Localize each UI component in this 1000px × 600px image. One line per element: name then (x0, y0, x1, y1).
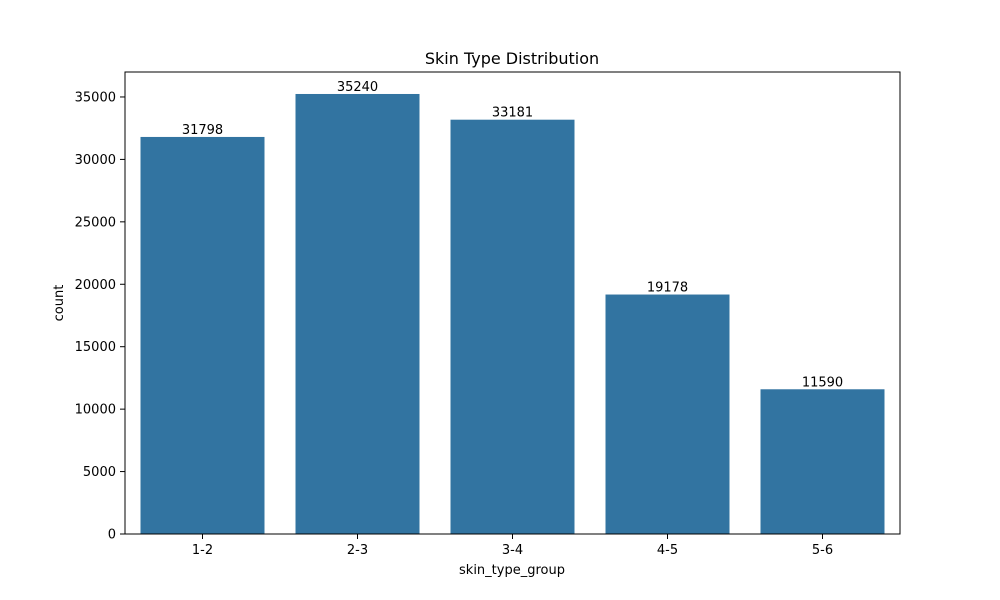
x-tick-label-5-6: 5-6 (812, 543, 833, 558)
y-tick-label-5000: 5000 (83, 465, 116, 480)
bar-1-2 (140, 136, 265, 534)
data-labels-group: 31798 35240 33181 19178 11590 (182, 80, 843, 390)
data-label-2-3: 35240 (337, 80, 378, 95)
x-tick-label-4-5: 4-5 (657, 543, 678, 558)
x-tick-label-1-2: 1-2 (192, 543, 213, 558)
y-axis-ticks: 0 5000 10000 15000 20000 25000 30000 35000 (75, 90, 125, 543)
bar-5-6 (760, 389, 885, 534)
x-axis-label: skin_type_group (459, 563, 565, 578)
bar-2-3 (295, 93, 420, 534)
y-tick-label-15000: 15000 (75, 340, 116, 355)
data-label-3-4: 33181 (492, 106, 533, 121)
data-label-5-6: 11590 (802, 375, 843, 390)
x-tick-label-2-3: 2-3 (347, 543, 368, 558)
x-axis-ticks: 1-2 2-3 3-4 4-5 5-6 (192, 534, 833, 558)
bars-group (140, 93, 885, 534)
bar-3-4 (450, 119, 575, 534)
y-tick-label-10000: 10000 (75, 403, 116, 418)
data-label-1-2: 31798 (182, 123, 223, 138)
y-tick-label-25000: 25000 (75, 215, 116, 230)
x-tick-label-3-4: 3-4 (502, 543, 523, 558)
chart-title: Skin Type Distribution (425, 49, 599, 68)
y-tick-label-30000: 30000 (75, 153, 116, 168)
y-tick-label-0: 0 (108, 528, 116, 543)
y-axis-label: count (52, 285, 67, 322)
y-tick-label-20000: 20000 (75, 278, 116, 293)
data-label-4-5: 19178 (647, 281, 688, 296)
bar-4-5 (605, 294, 730, 534)
y-tick-label-35000: 35000 (75, 90, 116, 105)
plot-frame (124, 71, 901, 535)
